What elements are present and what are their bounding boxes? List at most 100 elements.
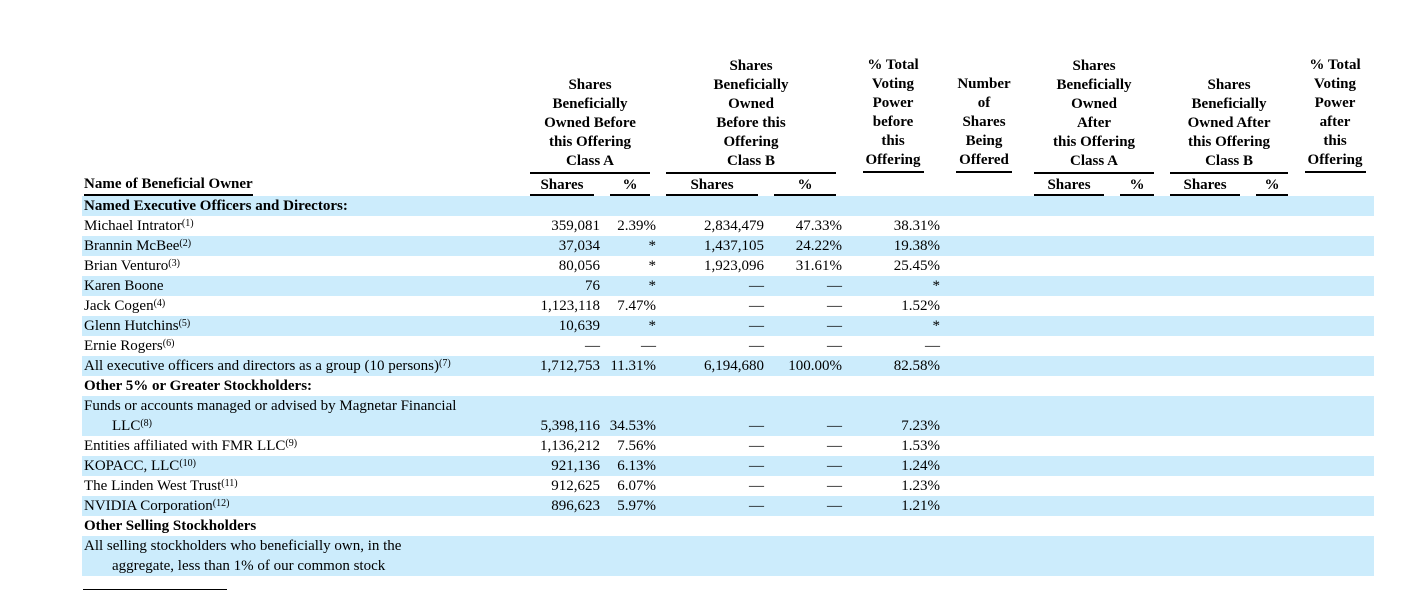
value-cell: 5.97% [617,498,657,514]
value-cell [1296,316,1374,336]
header-name-of-beneficial-owner: Name of Beneficial Owner [82,174,522,196]
value-cell: 1.53% [901,438,941,454]
value-cell [1162,416,1248,436]
table-row: Entities affiliated with FMR LLC(9) 1,13… [82,436,1374,456]
value-cell [844,516,942,536]
value-cell: 5,398,116 [540,418,600,434]
value-cell: 80,056 [558,258,600,274]
value-cell [1162,516,1248,536]
value-cell [602,536,658,556]
table-row: aggregate, less than 1% of our common st… [82,556,1375,576]
value-cell: — [749,478,765,494]
footnote-ref: (10) [179,458,196,469]
value-cell: — [749,278,765,294]
value-cell: 6.07% [617,478,657,494]
value-cell [522,376,602,396]
value-cell [1026,256,1112,276]
owner-name: Named Executive Officers and Directors: [84,198,348,214]
value-cell: 82.58% [893,358,941,374]
value-cell [1248,396,1296,416]
table-row: Funds or accounts managed or advised by … [82,396,1375,416]
value-cell: — [585,338,600,354]
value-cell: * [932,278,941,294]
owner-name-cell: Other 5% or Greater Stockholders: [82,376,522,396]
table-row: LLC(8) 5,398,116 34.53% — — 7.23% [82,416,1375,436]
value-cell [658,196,766,216]
value-cell [602,556,658,576]
value-cell [1112,436,1162,456]
footnote-ref: (6) [162,338,175,349]
value-cell: 7.47% [617,298,657,314]
value-cell [1296,336,1374,356]
value-cell: 6.13% [617,458,657,474]
value-cell: — [827,278,843,294]
table-row: All selling stockholders who beneficiall… [82,536,1375,556]
owner-name-cell: Jack Cogen(4) [82,296,522,316]
value-cell: * [648,278,657,294]
owner-name-cell: Entities affiliated with FMR LLC(9) [82,436,522,456]
value-cell: 31.61% [795,258,843,274]
value-cell [942,236,1026,256]
owner-name: Jack Cogen [84,298,154,314]
table-row: Brian Venturo(3) 80,056 * 1,923,096 31.6… [82,256,1374,276]
value-cell [844,536,942,556]
header-group-class-b-after: Shares Beneficially Owned After this Offeri… [1162,56,1296,174]
subheader-class-a-after-pct: % [1112,174,1162,196]
value-cell [942,256,1026,276]
table-row: Brannin McBee(2) 37,034 * 1,437,105 24.2… [82,236,1375,256]
value-cell [602,516,658,536]
owner-name: aggregate, less than 1% of our common st… [112,558,386,574]
value-cell [1112,476,1162,496]
owner-name: Brannin McBee [84,238,180,254]
value-cell [1112,236,1162,256]
value-cell: — [827,478,843,494]
owner-name-cell: Brannin McBee(2) [82,236,522,256]
value-cell: — [749,318,765,334]
footnote-ref: (1) [181,218,194,229]
value-cell: 24.22% [795,238,843,254]
value-cell: 37,034 [558,238,600,254]
footnote-ref: (4) [153,298,166,309]
value-cell [1162,536,1248,556]
value-cell [766,536,844,556]
footnote-ref: (3) [168,258,180,269]
value-cell: — [749,458,765,474]
table-row: Other 5% or Greater Stockholders: [82,376,1374,396]
value-cell: 7.56% [617,438,657,454]
value-cell: 921,136 [551,458,600,474]
value-cell: 2,834,479 [704,218,765,234]
value-cell [658,536,766,556]
owner-name-cell: Ernie Rogers(6) [82,336,522,356]
value-cell [1162,436,1248,456]
value-cell [522,196,602,216]
value-cell [1248,376,1296,396]
value-cell [1026,376,1112,396]
value-cell [1162,476,1248,496]
owner-name: NVIDIA Corporation [84,498,213,514]
owner-name-cell: Karen Boone [82,276,522,296]
owner-name-cell: All executive officers and directors as … [82,356,522,376]
value-cell [1026,216,1112,236]
value-cell [766,556,844,576]
header-name-of-beneficial-owner-label: Name of Beneficial Owner [84,175,253,196]
value-cell [1296,516,1374,536]
value-cell: 34.53% [609,418,657,434]
value-cell [1162,236,1248,256]
table-row: KOPACC, LLC(10) 921,136 6.13% — — 1.24% [82,456,1375,476]
value-cell [1026,496,1112,516]
subheader-class-b-before-pct: % [766,174,844,196]
value-cell: — [827,318,843,334]
header-group-shares-being-offered-label: Number of Shares Being Offered [950,75,1018,174]
value-cell [1162,256,1248,276]
value-cell [1296,276,1374,296]
value-cell: — [641,338,657,354]
value-cell: — [827,298,843,314]
value-cell [1248,476,1296,496]
value-cell [522,536,602,556]
value-cell [1112,256,1162,276]
value-cell [1248,196,1296,216]
table-row: The Linden West Trust(11) 912,625 6.07% … [82,476,1374,496]
value-cell [1162,376,1248,396]
owner-name: All executive officers and directors as … [84,358,440,374]
value-cell: 1.52% [901,298,941,314]
